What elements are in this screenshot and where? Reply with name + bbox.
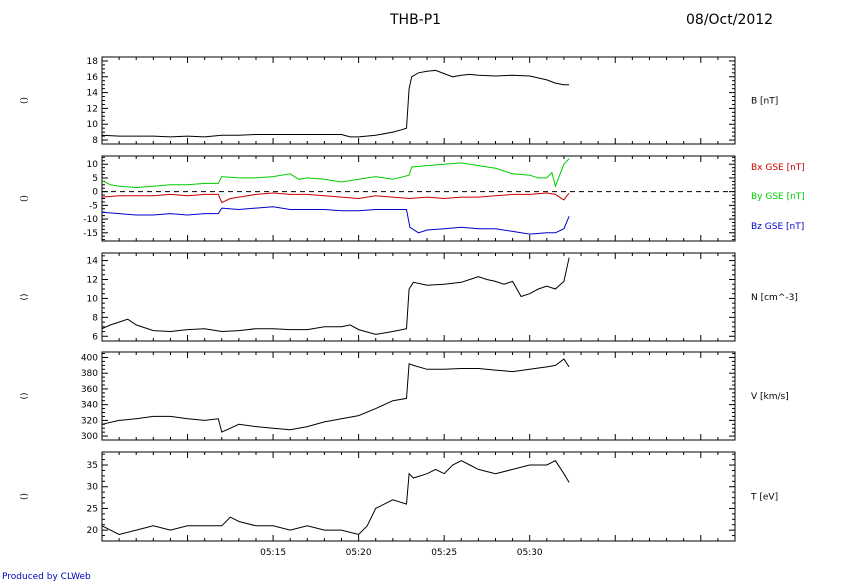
y-tick-label: 6 xyxy=(92,332,98,342)
y-tick-label: 14 xyxy=(87,89,99,99)
panels-group: 8 10 12 14 16 18 () B [nT] -15 -10 -5 0 5 10 () Bx GSE … xyxy=(18,56,805,558)
series-b-line xyxy=(101,69,570,138)
series-label: T [eV] xyxy=(750,493,778,503)
y-tick-label: 12 xyxy=(87,104,98,114)
y-tick-label: 300 xyxy=(81,432,98,442)
panel-frame xyxy=(101,451,736,542)
series-bz-line xyxy=(101,206,570,235)
panel-frame xyxy=(101,56,736,145)
series-label: Bx GSE [nT] xyxy=(751,163,805,173)
credit-label: Produced by CLWeb xyxy=(2,572,91,582)
y-tick-label: 30 xyxy=(87,483,99,493)
x-tick-label: 05:20 xyxy=(346,548,372,558)
series-n-line xyxy=(101,257,570,335)
panel-v: 300 320 340 360 380 400 () V [km/s] xyxy=(18,351,789,442)
y-tick-label: 18 xyxy=(87,57,99,67)
panel-tag: () xyxy=(18,392,28,399)
series-t-line xyxy=(101,460,570,536)
x-tick-label: 05:25 xyxy=(431,548,457,558)
series-label: Bz GSE [nT] xyxy=(751,222,804,232)
y-tick-label: 5 xyxy=(92,174,98,184)
series-label: N [cm^-3] xyxy=(751,293,798,303)
y-tick-label: -15 xyxy=(83,229,98,239)
y-tick-label: 20 xyxy=(87,526,99,536)
plot-date: 08/Oct/2012 xyxy=(686,12,773,28)
y-tick-label: -10 xyxy=(83,215,98,225)
panel-b: 8 10 12 14 16 18 () B [nT] xyxy=(18,56,778,146)
y-tick-label: 10 xyxy=(87,120,99,130)
x-tick-label: 05:15 xyxy=(260,548,286,558)
plot-title: THB-P1 xyxy=(389,12,441,28)
panel-tag: () xyxy=(18,293,28,300)
y-tick-label: 25 xyxy=(87,504,98,514)
x-tick-label: 05:30 xyxy=(517,548,543,558)
series-bx-line xyxy=(101,192,570,204)
y-tick-label: 360 xyxy=(81,385,98,395)
series-label: By GSE [nT] xyxy=(751,192,805,202)
panel-frame xyxy=(101,155,736,242)
y-tick-label: -5 xyxy=(89,201,98,211)
panel-n: 6 8 10 12 14 () N [cm^-3] xyxy=(18,252,798,342)
y-tick-label: 8 xyxy=(92,136,98,146)
y-tick-label: 0 xyxy=(92,188,98,198)
y-tick-label: 16 xyxy=(87,73,99,83)
y-tick-label: 320 xyxy=(81,416,98,426)
y-tick-label: 10 xyxy=(87,160,99,170)
series-v-line xyxy=(101,358,570,433)
y-tick-label: 35 xyxy=(87,461,98,471)
panel-t: 20 25 30 35 () T [eV] xyxy=(18,451,778,542)
series-label: V [km/s] xyxy=(751,392,789,402)
panel-tag: () xyxy=(18,195,28,202)
y-tick-label: 8 xyxy=(92,313,98,323)
y-tick-label: 340 xyxy=(81,401,98,411)
panel-tag: () xyxy=(18,97,28,104)
y-tick-label: 12 xyxy=(87,275,98,285)
y-tick-label: 14 xyxy=(87,257,99,267)
y-tick-label: 10 xyxy=(87,294,99,304)
y-tick-label: 400 xyxy=(81,354,98,364)
y-tick-label: 380 xyxy=(81,369,98,379)
series-label: B [nT] xyxy=(751,97,778,107)
panel-frame xyxy=(101,351,736,441)
panel-bgse: -15 -10 -5 0 5 10 () Bx GSE [nT] By GSE [nT] Bz G… xyxy=(18,155,805,242)
series-by-line xyxy=(101,158,570,189)
panel-tag: () xyxy=(18,493,28,500)
panel-frame xyxy=(101,252,736,342)
